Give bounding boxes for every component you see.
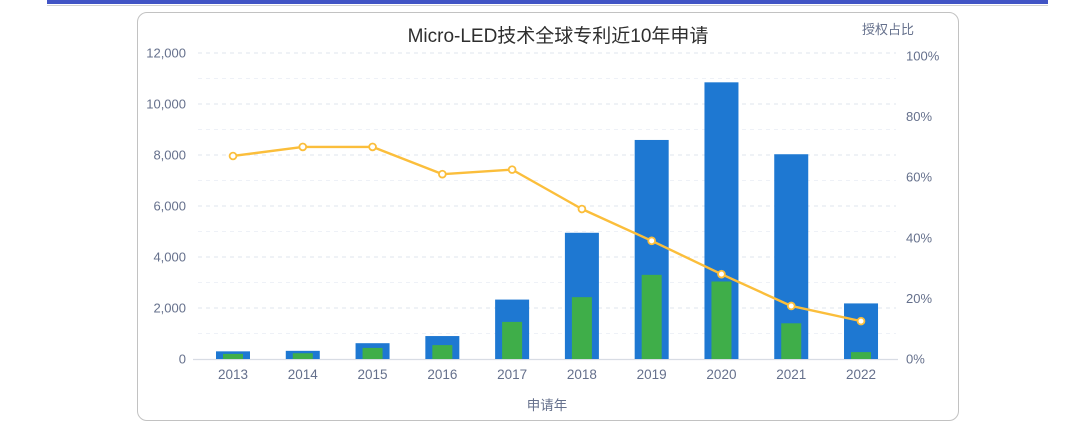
x-axis-tick-label: 2016 [427, 367, 457, 382]
line-point-2018[interactable] [577, 204, 587, 214]
top-divider-shadow [47, 5, 1048, 6]
line-point-2016[interactable] [438, 169, 447, 179]
x-axis-tick-label: 2017 [497, 367, 527, 382]
bar-applications-2022[interactable] [844, 303, 879, 359]
line-point-2020[interactable] [717, 269, 726, 279]
x-axis-title: 申请年 [526, 398, 568, 413]
right-axis-tick-label: 60% [906, 170, 932, 185]
right-axis-tick-label: 20% [906, 291, 932, 306]
bar-granted-2017[interactable] [502, 321, 523, 359]
line-point-2019[interactable] [647, 236, 656, 246]
y-axis-tick-label: 10,000 [146, 97, 186, 112]
y-axis-tick-label: 4,000 [153, 250, 186, 265]
right-axis-tick-label: 40% [906, 230, 932, 245]
right-axis-tick-label: 100% [906, 49, 940, 64]
y-axis-tick-label: 2,000 [153, 301, 186, 316]
bar-granted-2016[interactable] [432, 345, 453, 359]
right-axis-tick-label: 0% [906, 352, 925, 367]
bar-granted-2013[interactable] [223, 353, 243, 359]
grant-ratio-line [232, 145, 862, 323]
x-axis-tick-label: 2019 [637, 367, 667, 382]
bar-granted-2014[interactable] [292, 353, 313, 359]
bar-granted-2019[interactable] [641, 274, 662, 359]
bar-granted-2021[interactable] [781, 323, 802, 359]
y-axis-tick-label: 0 [179, 352, 186, 367]
x-axis-tick-label: 2018 [567, 367, 597, 382]
chart-title: Micro-LED技术全球专利近10年申请 [407, 26, 709, 47]
patent-chart-canvas: 0 2,000 4,000 6,000 8,000 10,000 12,000 0% 20% 40… [146, 46, 940, 383]
x-axis-tick-label: 2015 [358, 367, 388, 382]
x-axis-tick-label: 2021 [776, 367, 806, 382]
bar-granted-2018[interactable] [571, 297, 592, 359]
line-point-2015[interactable] [368, 142, 377, 152]
line-point-2013[interactable] [228, 151, 238, 161]
line-point-2021[interactable] [786, 301, 796, 311]
x-axis-tick-label: 2020 [706, 367, 736, 382]
line-point-2014[interactable] [298, 142, 308, 152]
bar-granted-2015[interactable] [362, 347, 383, 359]
y-axis-tick-label: 6,000 [153, 199, 186, 214]
x-axis-tick-label: 2013 [218, 367, 248, 382]
bar-granted-2020[interactable] [711, 281, 732, 359]
top-divider [47, 0, 1048, 4]
y-axis-tick-label: 12,000 [146, 46, 186, 61]
chart-card: Micro-LED技术全球专利近10年申请 授权占比 0 2,000 4,000 6,… [137, 12, 959, 421]
x-axis-tick-label: 2022 [846, 367, 876, 382]
line-point-2017[interactable] [507, 165, 517, 174]
bar-granted-2022[interactable] [851, 352, 872, 359]
line-point-2022[interactable] [856, 316, 866, 326]
y-axis-tick-label: 8,000 [153, 148, 186, 163]
x-axis-tick-label: 2014 [288, 367, 319, 382]
right-axis-tick-label: 80% [906, 109, 932, 124]
right-axis-title: 授权占比 [862, 22, 915, 37]
